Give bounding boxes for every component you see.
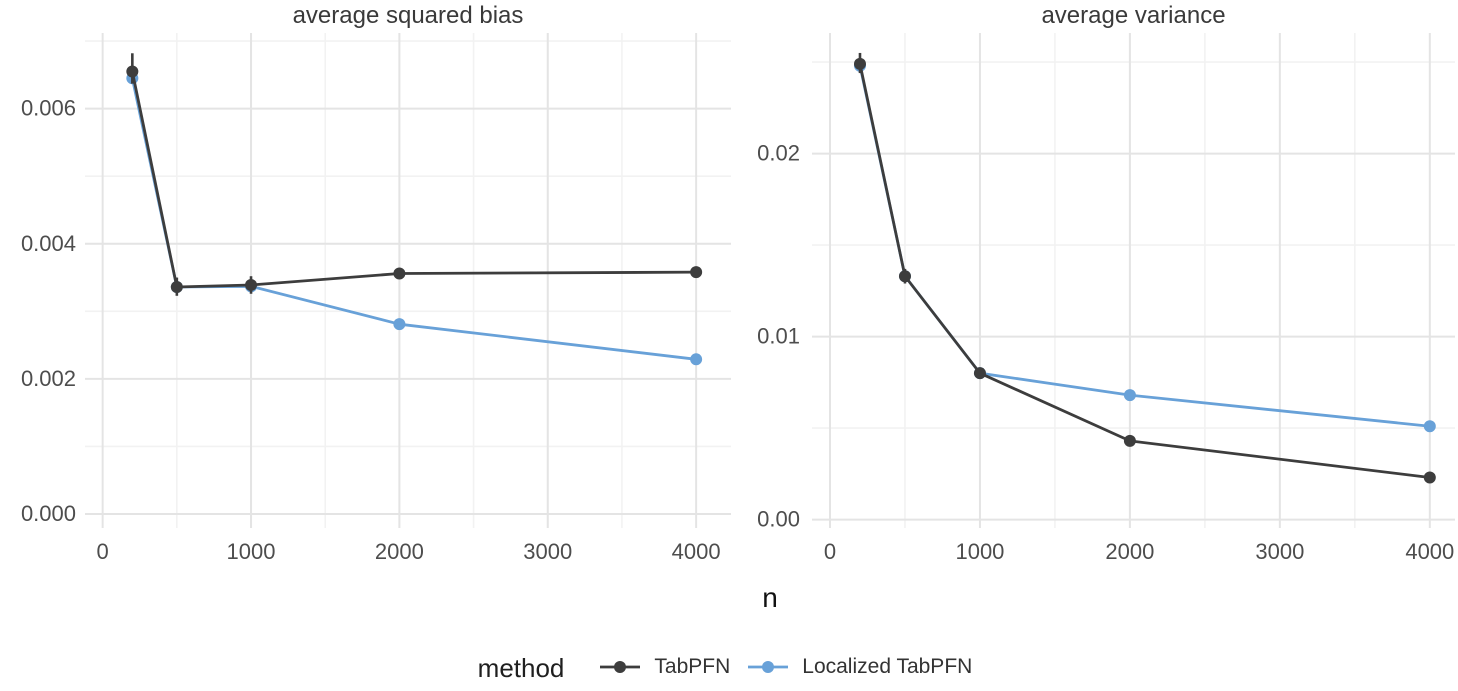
y-tick-label: 0.01	[757, 324, 800, 349]
data-point-tabpfn	[126, 65, 139, 78]
x-tick-label: 2000	[1105, 539, 1154, 564]
data-point-localized	[1423, 420, 1436, 433]
data-point-tabpfn	[1423, 471, 1436, 484]
x-tick-label: 3000	[1255, 539, 1304, 564]
data-point-tabpfn	[898, 270, 911, 283]
data-point-tabpfn	[393, 267, 406, 280]
y-tick-label: 0.00	[757, 507, 800, 532]
legend-key-localized	[748, 660, 789, 673]
x-tick-label: 3000	[523, 539, 572, 564]
data-point-localized	[690, 353, 703, 366]
data-point-tabpfn	[245, 278, 258, 291]
y-tick-label: 0.004	[21, 231, 76, 256]
legend-key-point	[614, 660, 627, 673]
series-line-localized	[130, 76, 698, 361]
data-point-tabpfn	[1123, 434, 1136, 447]
legend-key-tabpfn	[600, 660, 641, 673]
left-panel-title: average squared bias	[292, 2, 524, 29]
x-tick-label: 2000	[375, 539, 424, 564]
data-point-tabpfn	[973, 367, 986, 380]
y-tick-label: 0.002	[21, 366, 76, 391]
x-tick-label: 0	[824, 539, 836, 564]
series-line-tabpfn	[858, 62, 1432, 479]
legend-items: TabPFN Localized TabPFN	[590, 655, 980, 682]
data-point-tabpfn	[170, 281, 183, 294]
y-tick-label: 0.000	[21, 501, 76, 526]
legend-item-tabpfn: TabPFN	[598, 655, 730, 679]
legend-item-label: TabPFN	[654, 654, 731, 678]
y-tick-label: 0.02	[757, 141, 800, 166]
legend-item-label: Localized TabPFN	[802, 654, 973, 678]
legend-title: method	[477, 652, 565, 683]
legend-key-point	[762, 660, 775, 673]
right-panel-title: average variance	[1041, 2, 1226, 29]
x-tick-label: 4000	[672, 539, 721, 564]
x-tick-label: 4000	[1405, 539, 1454, 564]
data-point-localized	[393, 318, 406, 331]
data-point-localized	[1123, 389, 1136, 402]
x-tick-label: 0	[97, 539, 109, 564]
x-axis-title: n	[762, 582, 778, 613]
series-line-localized	[858, 64, 1432, 428]
series-line-tabpfn	[130, 70, 698, 289]
y-tick-label: 0.006	[21, 96, 76, 121]
legend-item-localized: Localized TabPFN	[746, 655, 972, 679]
data-point-tabpfn	[853, 57, 866, 70]
x-tick-label: 1000	[955, 539, 1004, 564]
x-tick-label: 1000	[227, 539, 276, 564]
data-point-tabpfn	[690, 266, 703, 279]
legend: method TabPFN Localized TabPFN	[0, 646, 1458, 690]
